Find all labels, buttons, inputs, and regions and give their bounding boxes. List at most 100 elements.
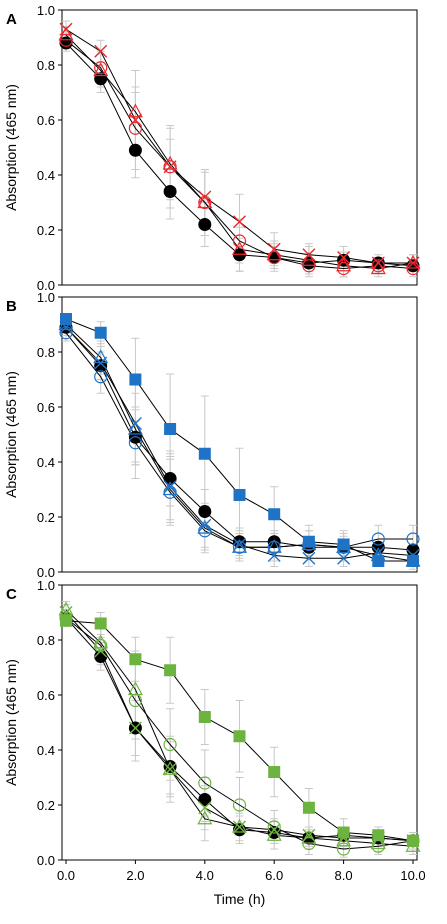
data-point-open-triangle — [266, 826, 282, 841]
data-point-filled-square — [94, 617, 107, 630]
data-point-filled-square — [129, 373, 142, 386]
data-point-x — [233, 215, 246, 229]
data-point-filled-circle — [94, 72, 108, 86]
x-stroke — [267, 823, 281, 837]
x-tick-label: 10.0 — [400, 868, 425, 883]
panel-b: B 0.0 0.2 0.4 0.6 0.8 1.0 Absorption (465 nm) — [3, 290, 421, 580]
data-point-x — [163, 480, 177, 494]
data-point-filled-circle — [59, 36, 73, 50]
data-point-x — [198, 801, 212, 815]
y-axis-label: Absorption (465 nm) — [3, 84, 19, 211]
data-point-open-circle — [371, 259, 385, 273]
data-point-open-triangle — [301, 536, 317, 551]
x-tick-label: 4.0 — [196, 868, 214, 883]
data-point-open-triangle — [405, 254, 421, 269]
data-point-open-circle — [337, 842, 351, 856]
y-tick-label: 0.6 — [37, 113, 55, 128]
data-point-x — [94, 644, 108, 658]
data-point-filled-square — [233, 489, 246, 501]
x-tick-label: 0.0 — [57, 868, 75, 883]
x-stroke — [94, 644, 108, 658]
x-stroke — [198, 190, 212, 204]
y-tick-label: 0.4 — [37, 168, 55, 183]
data-point-x — [163, 762, 177, 776]
y-tick-label: 0.8 — [37, 58, 55, 73]
panel-c: C 0.0 0.2 0.4 0.6 0.8 1.0 Absorption (465 nm) 0.… — [3, 578, 426, 907]
data-point-open-circle — [128, 436, 142, 450]
x-stroke — [198, 518, 212, 532]
data-point-x — [128, 113, 142, 127]
data-point-open-circle — [94, 370, 108, 384]
data-point-x — [233, 538, 246, 551]
data-point-open-triangle — [197, 194, 213, 209]
x-stroke — [337, 831, 351, 845]
data-point-x — [163, 160, 177, 174]
data-point-open-circle — [94, 61, 108, 75]
data-point-x — [59, 606, 73, 619]
x-stroke — [233, 538, 246, 551]
x-stroke — [163, 160, 177, 174]
x-stroke — [337, 551, 351, 565]
data-point-open-triangle — [231, 240, 248, 255]
data-point-x — [406, 549, 420, 562]
data-point-open-triangle — [336, 538, 352, 553]
data-point-x — [406, 256, 420, 270]
data-point-filled-square — [198, 447, 211, 460]
data-point-open-circle — [406, 532, 420, 546]
data-point-open-circle — [232, 798, 247, 812]
data-point-open-triangle — [162, 481, 178, 496]
y-tick-label: 0.0 — [37, 853, 55, 868]
data-point-open-circle — [163, 737, 177, 752]
x-stroke — [302, 828, 316, 842]
data-point-open-triangle — [231, 538, 248, 553]
data-point-filled-circle — [94, 359, 108, 373]
y-tick-label: 0.8 — [37, 345, 55, 360]
data-point-filled-circle — [128, 143, 142, 157]
data-point-filled-circle — [163, 760, 177, 773]
x-stroke — [302, 248, 316, 262]
data-point-open-circle — [232, 234, 247, 248]
data-point-open-triangle — [405, 552, 421, 567]
data-point-filled-circle — [163, 185, 177, 198]
x-tick-label: 2.0 — [126, 868, 144, 883]
data-point-x — [371, 256, 385, 270]
y-tick-label: 0.2 — [37, 510, 55, 525]
data-point-x — [267, 242, 281, 256]
data-point-open-triangle — [162, 760, 178, 775]
data-point-filled-square — [60, 313, 72, 325]
data-point-x — [371, 546, 385, 560]
x-stroke — [163, 480, 177, 494]
data-point-open-triangle — [93, 62, 109, 77]
y-tick-label: 1.0 — [37, 3, 55, 18]
data-point-open-triangle — [336, 832, 352, 847]
x-stroke — [198, 801, 212, 815]
x-stroke — [267, 242, 281, 256]
x-stroke — [337, 251, 351, 264]
data-point-open-triangle — [93, 634, 109, 649]
data-point-open-circle — [198, 776, 212, 790]
data-point-filled-circle — [406, 259, 420, 273]
data-point-x — [94, 356, 108, 370]
x-stroke — [233, 820, 246, 834]
y-tick-label: 0.4 — [37, 455, 55, 470]
x-stroke — [406, 834, 420, 848]
data-point-filled-square — [268, 766, 281, 778]
data-point-filled-circle — [94, 650, 108, 663]
data-point-open-triangle — [127, 681, 143, 696]
y-tick-label: 0.0 — [37, 565, 55, 580]
y-tick-label: 0.8 — [37, 633, 55, 648]
data-point-x — [337, 551, 351, 565]
data-point-open-triangle — [127, 420, 143, 435]
plot-frame — [61, 9, 418, 286]
panel-label: C — [6, 586, 17, 603]
data-point-open-triangle — [58, 26, 74, 41]
x-stroke — [302, 551, 316, 565]
data-point-filled-circle — [233, 823, 246, 837]
data-point-x — [371, 831, 385, 845]
data-point-open-triangle — [231, 818, 248, 833]
y-axis-label: Absorption (465 nm) — [3, 371, 19, 498]
plot-frame — [61, 296, 418, 573]
data-point-open-triangle — [370, 260, 386, 275]
data-point-filled-square — [302, 801, 315, 814]
